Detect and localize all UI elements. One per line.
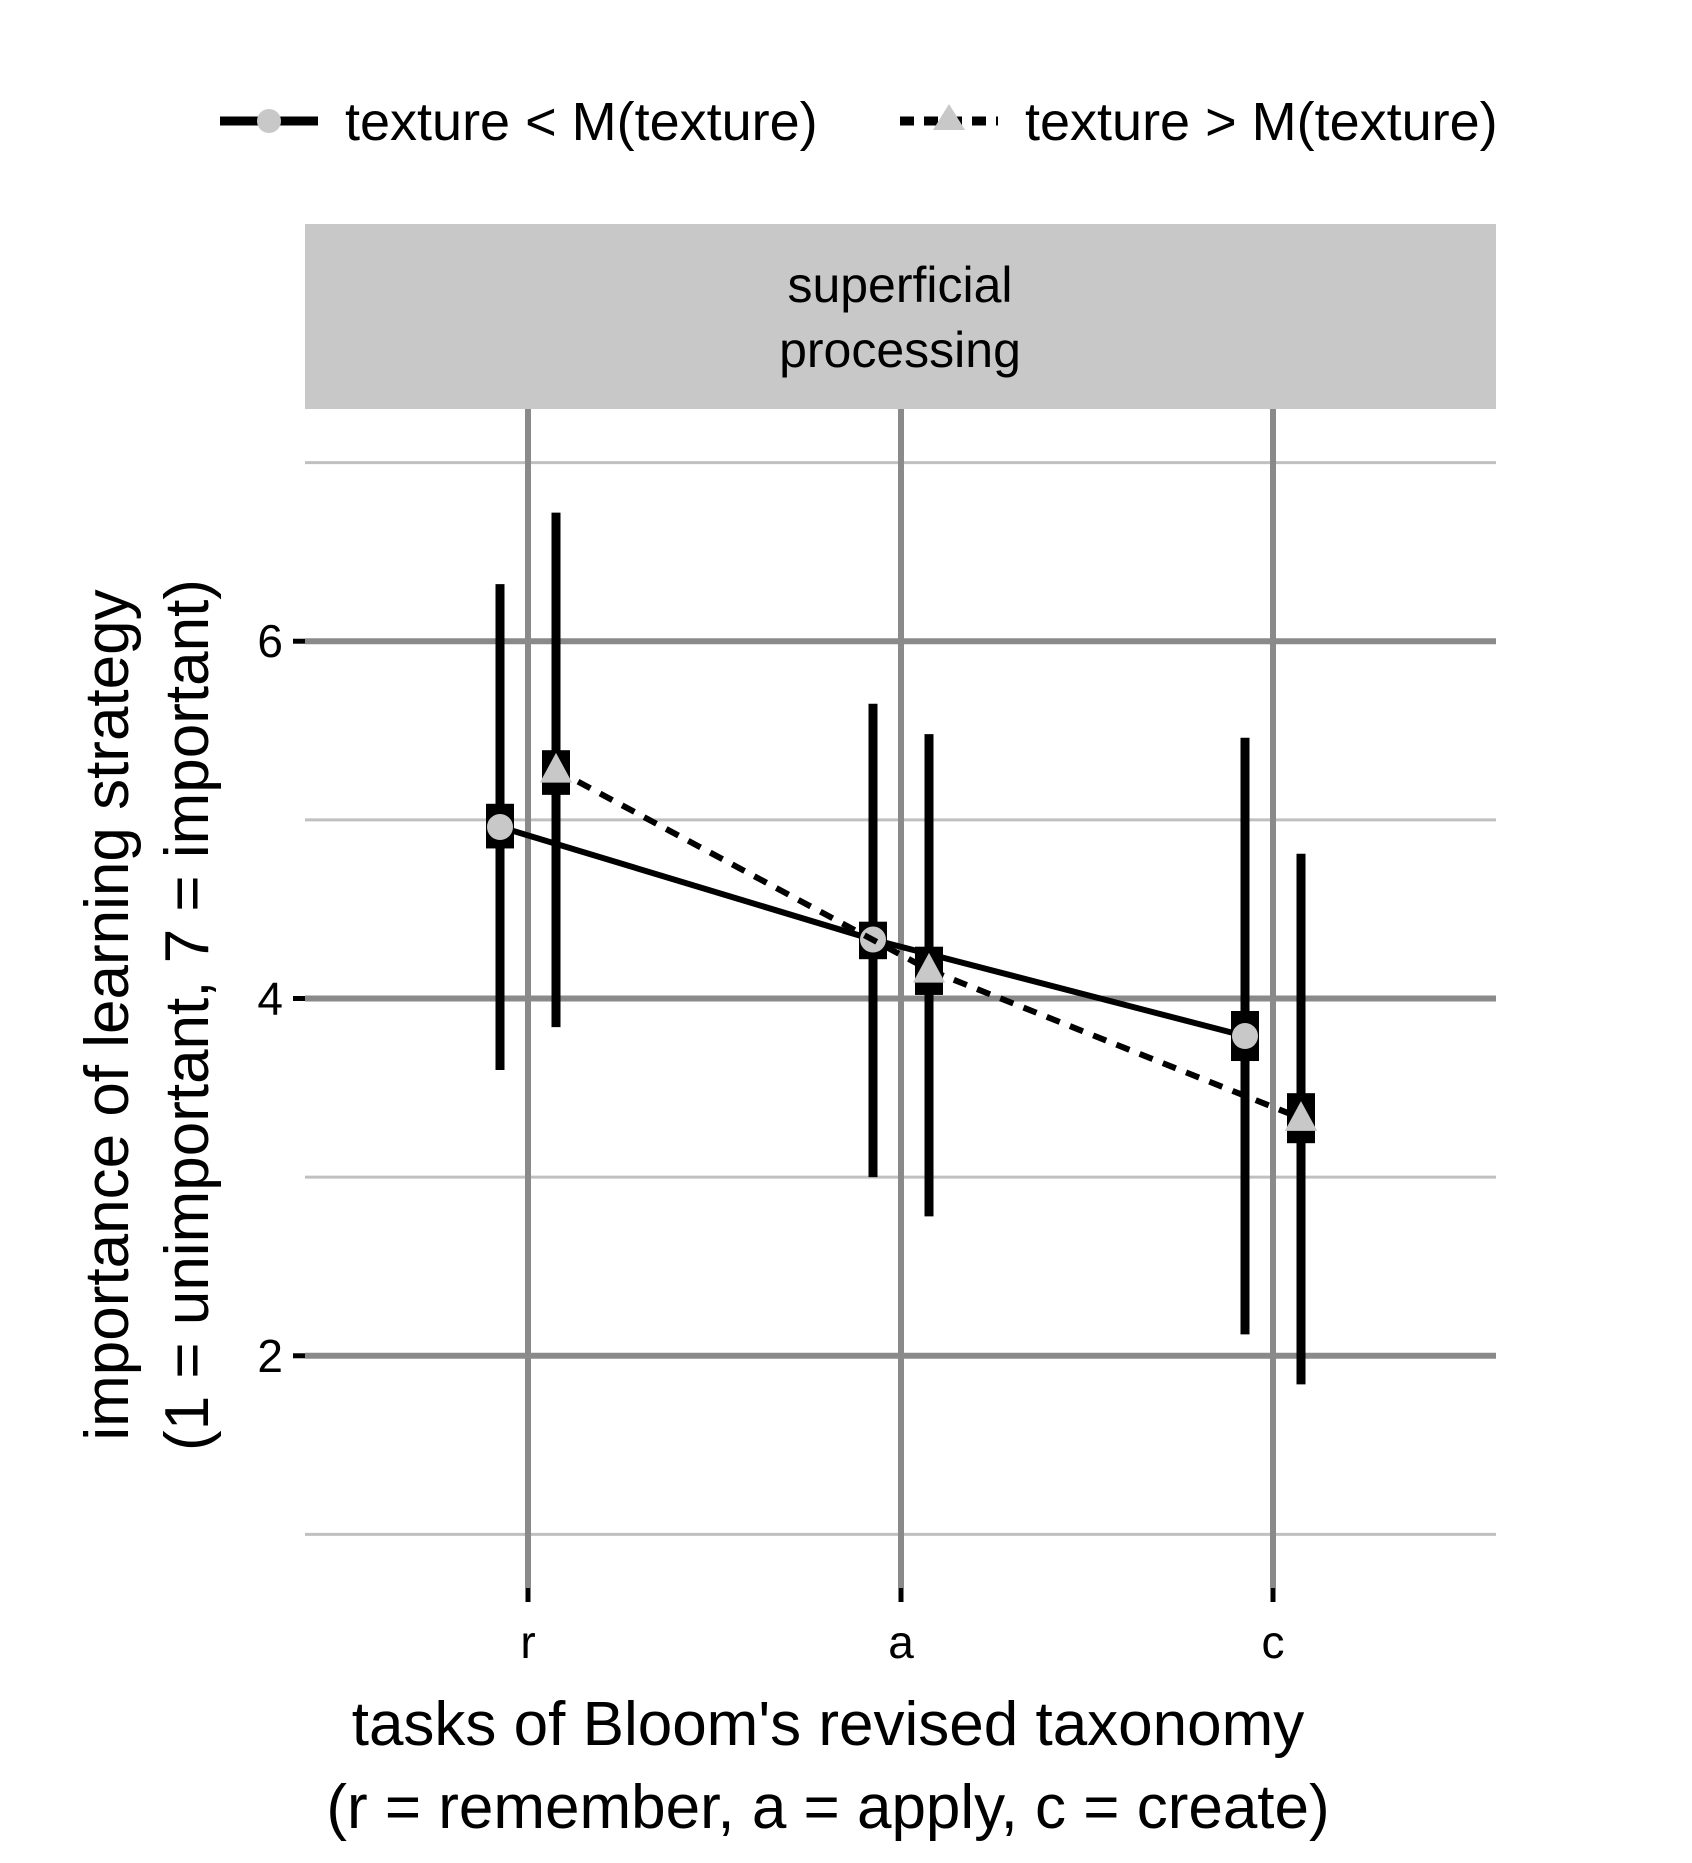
legend-label-series-2: texture > M(texture) [1025, 92, 1498, 152]
x-axis-title-line-2: (r = remember, a = apply, c = create) [326, 1773, 1329, 1842]
x-axis-title-line-1: tasks of Bloom's revised taxonomy [352, 1690, 1305, 1759]
x-tick-label-c: c [1262, 1616, 1285, 1668]
grid [305, 409, 1496, 1588]
axes: 2 4 6 r a c [257, 615, 1284, 1668]
legend-label-series-1: texture < M(texture) [345, 92, 818, 152]
facet-strip-background [305, 224, 1496, 409]
y-tick-label-6: 6 [257, 615, 283, 667]
y-tick-label-2: 2 [257, 1330, 283, 1382]
y-axis-title: importance of learning strategy (1 = uni… [73, 579, 222, 1451]
facet-strip: superficial processing [305, 224, 1496, 409]
facet-strip-label-line-2: processing [779, 322, 1021, 378]
facet-strip-label-line-1: superficial [787, 257, 1012, 313]
legend: texture < M(texture) texture > M(texture… [220, 92, 1498, 152]
series-2-point-a [912, 952, 946, 983]
series-2 [539, 512, 1318, 1385]
legend-key-series-2 [900, 104, 998, 130]
series-1-point-r [487, 814, 513, 841]
legend-key-series-1 [220, 109, 318, 133]
data-layer [486, 512, 1318, 1385]
y-axis-title-line-1: importance of learning strategy [73, 589, 142, 1440]
x-tick-label-r: r [520, 1616, 535, 1668]
x-axis-title: tasks of Bloom's revised taxonomy (r = r… [326, 1690, 1329, 1842]
series-2-point-r [539, 752, 573, 783]
x-tick-label-a: a [888, 1616, 914, 1668]
series-1-point-c [1232, 1023, 1258, 1050]
y-axis-title-line-2: (1 = unimportant, 7 = important) [153, 579, 222, 1451]
series-2-point-c [1284, 1101, 1318, 1131]
y-tick-label-4: 4 [257, 973, 283, 1025]
series-1 [486, 584, 1259, 1335]
